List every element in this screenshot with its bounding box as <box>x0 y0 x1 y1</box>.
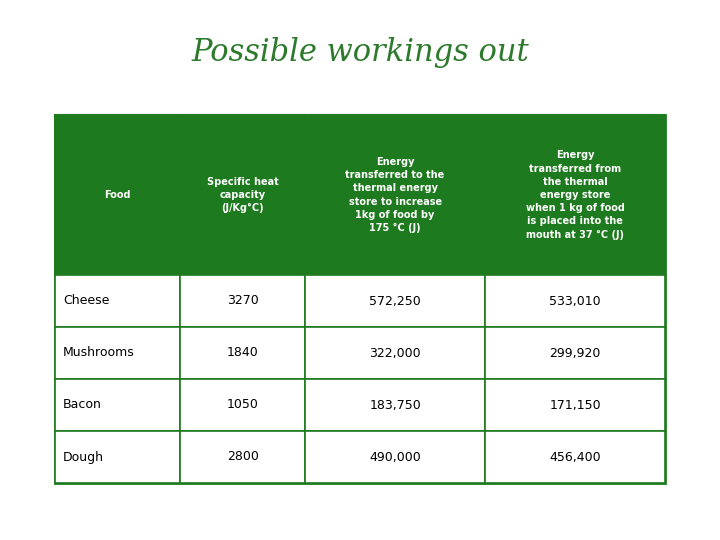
Text: 171,150: 171,150 <box>549 399 600 411</box>
Bar <box>55 327 180 379</box>
Text: 1840: 1840 <box>227 347 258 360</box>
Text: 2800: 2800 <box>227 450 258 463</box>
Text: Food: Food <box>104 190 131 200</box>
Bar <box>55 115 665 483</box>
Text: 183,750: 183,750 <box>369 399 421 411</box>
Text: Cheese: Cheese <box>63 294 109 307</box>
Bar <box>180 115 305 275</box>
Text: Bacon: Bacon <box>63 399 102 411</box>
Text: Dough: Dough <box>63 450 104 463</box>
Text: 490,000: 490,000 <box>369 450 421 463</box>
Text: 572,250: 572,250 <box>369 294 421 307</box>
Text: Specific heat
capacity
(J/Kg°C): Specific heat capacity (J/Kg°C) <box>207 177 279 213</box>
Text: 1050: 1050 <box>227 399 258 411</box>
Bar <box>55 379 180 431</box>
Bar <box>55 431 180 483</box>
Bar <box>180 275 305 327</box>
Text: Mushrooms: Mushrooms <box>63 347 135 360</box>
Bar <box>180 327 305 379</box>
Text: Energy
transferred to the
thermal energy
store to increase
1kg of food by
175 °C: Energy transferred to the thermal energy… <box>346 157 445 233</box>
Bar <box>180 379 305 431</box>
Bar <box>55 275 180 327</box>
Bar <box>55 115 180 275</box>
Bar <box>305 115 485 275</box>
Bar <box>305 431 485 483</box>
Bar <box>305 275 485 327</box>
Bar <box>485 115 665 275</box>
Text: 299,920: 299,920 <box>549 347 600 360</box>
Text: Possible workings out: Possible workings out <box>191 37 529 68</box>
Text: 533,010: 533,010 <box>549 294 600 307</box>
Bar <box>305 327 485 379</box>
Text: Energy
transferred from
the thermal
energy store
when 1 kg of food
is placed int: Energy transferred from the thermal ener… <box>526 150 624 240</box>
Bar <box>305 379 485 431</box>
Text: 456,400: 456,400 <box>549 450 600 463</box>
Bar <box>485 379 665 431</box>
Bar <box>485 275 665 327</box>
Text: 322,000: 322,000 <box>369 347 421 360</box>
Text: 3270: 3270 <box>227 294 258 307</box>
Bar <box>485 327 665 379</box>
Bar <box>485 431 665 483</box>
Bar <box>180 431 305 483</box>
